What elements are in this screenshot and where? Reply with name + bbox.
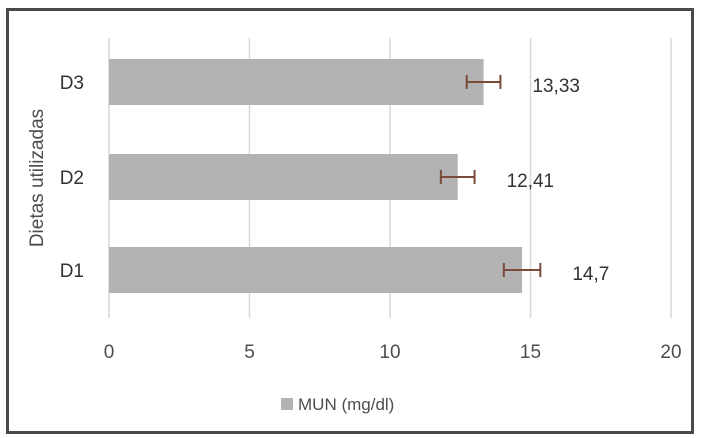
data-label: 13,33 — [532, 76, 580, 97]
x-tick-label: 20 — [660, 342, 681, 363]
error-bars — [439, 75, 542, 277]
y-axis-title: Dietas utilizadas — [27, 109, 48, 247]
category-label: D1 — [60, 261, 84, 282]
legend: MUN (mg/dl) — [281, 395, 394, 414]
legend-label: MUN (mg/dl) — [298, 395, 394, 414]
x-tick-label: 15 — [520, 342, 541, 363]
data-label: 12,41 — [507, 171, 555, 192]
category-label: D3 — [60, 73, 84, 94]
x-tick-label: 5 — [244, 342, 255, 363]
data-labels: 14,7 12,41 13,33 — [507, 76, 610, 285]
legend-swatch — [281, 398, 293, 410]
category-label: D2 — [60, 168, 84, 189]
x-tick-label: 10 — [379, 342, 400, 363]
x-tick-label: 0 — [104, 342, 115, 363]
bar — [109, 59, 484, 105]
data-label: 14,7 — [572, 264, 609, 285]
bar — [109, 247, 523, 293]
bar — [109, 154, 458, 200]
x-tick-labels: 0 5 10 15 20 — [104, 342, 682, 363]
bars — [109, 59, 523, 293]
category-labels: D1 D2 D3 — [60, 73, 84, 282]
